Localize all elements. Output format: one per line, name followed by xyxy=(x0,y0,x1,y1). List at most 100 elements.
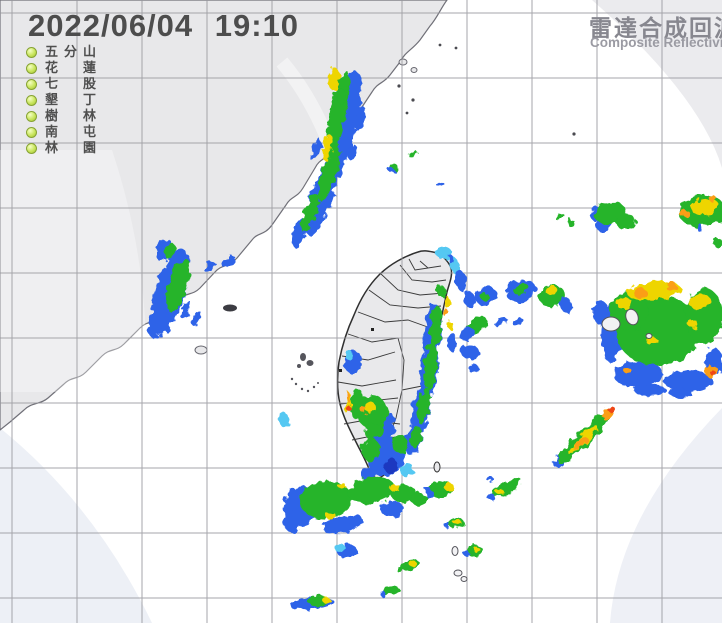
radar-station-dot-icon xyxy=(26,94,37,106)
radar-echo-cell xyxy=(559,297,573,313)
small-dark-islands xyxy=(223,43,576,312)
radar-echo-cell xyxy=(616,214,636,230)
out-of-range-shade-ne xyxy=(592,0,722,168)
range-arc-haze-west xyxy=(0,150,147,392)
radar-echo-cell xyxy=(447,333,457,351)
out-of-range-shade-se xyxy=(610,408,722,623)
radar-echo-cell xyxy=(688,320,698,328)
ishigaki-island xyxy=(625,308,639,326)
radar-echo-cell xyxy=(708,195,716,201)
radar-echo-cell xyxy=(382,586,400,596)
radar-station-dot-icon xyxy=(26,62,37,74)
radar-echo-cell xyxy=(555,213,565,221)
radar-echo-cell xyxy=(691,198,719,216)
radar-echo-cell xyxy=(388,168,394,172)
radar-echo-cell xyxy=(310,138,322,162)
radar-echo-cell xyxy=(688,293,710,309)
radar-echo-cell xyxy=(147,302,167,338)
radar-echo-cell xyxy=(469,364,479,374)
radar-echo-cell xyxy=(437,285,445,297)
radar-echo-cell xyxy=(713,239,722,247)
orchid-island xyxy=(453,569,463,577)
radar-echo-cell xyxy=(512,477,522,487)
radar-echo-cell xyxy=(362,438,380,462)
radar-echo-cell xyxy=(634,384,666,396)
radar-echo-cell xyxy=(410,426,422,448)
radar-echo-cell xyxy=(181,300,191,320)
penghu-islands xyxy=(290,353,319,393)
radar-echo-cell xyxy=(327,68,341,90)
radar-echo-cell xyxy=(290,601,302,609)
radar-echo-cell xyxy=(486,476,494,482)
radar-echo-cell xyxy=(336,89,346,103)
radar-echo-cell xyxy=(347,476,395,504)
radar-echo-cell xyxy=(203,261,217,273)
radar-echo-cell xyxy=(444,522,450,528)
radar-echo-cell xyxy=(379,590,385,596)
radar-echo-cell xyxy=(608,407,616,413)
radar-echo-cell xyxy=(710,370,716,376)
title-zh: 雷達合成回波 xyxy=(589,15,722,41)
radar-echo-cell xyxy=(347,515,363,525)
radar-echo-cell xyxy=(380,501,404,517)
radar-echo-cell xyxy=(335,543,345,553)
radar-echo-cell xyxy=(429,306,443,346)
radar-echo-cell xyxy=(392,435,408,453)
radar-echo-cell xyxy=(481,293,489,301)
station-item: 南屯 xyxy=(26,124,102,140)
radar-echo-cell xyxy=(400,463,414,477)
radar-echo-cell xyxy=(461,345,479,359)
radar-echo-cell xyxy=(616,297,632,309)
radar-echo-cell xyxy=(454,270,468,292)
radar-echo-cell xyxy=(384,458,398,474)
radar-echo-cell xyxy=(326,512,336,520)
radar-echo-cell xyxy=(279,413,289,427)
radar-echo-cell xyxy=(191,310,201,326)
radar-echo-cell xyxy=(459,327,475,341)
radar-echo-cell xyxy=(604,342,616,362)
coastal-islets xyxy=(194,58,418,355)
station-item: 五分山 xyxy=(26,44,102,60)
radar-echo-cell xyxy=(345,350,353,360)
radar-echo-cell xyxy=(444,483,454,491)
radar-echo-cell xyxy=(453,519,461,525)
radar-echo-cell xyxy=(513,282,529,296)
radar-echo-cell xyxy=(545,285,557,295)
radar-station-dot-icon xyxy=(26,78,37,90)
radar-echo-cell xyxy=(669,388,691,398)
radar-echo-cell xyxy=(321,134,333,160)
radar-echo-cell xyxy=(300,480,352,520)
radar-station-dot-icon xyxy=(26,46,37,58)
radar-echo-cell xyxy=(696,225,704,231)
radar-echo-cell xyxy=(347,144,357,160)
radar-echo-cell xyxy=(633,288,647,298)
radar-echo-cell xyxy=(221,256,237,268)
radar-echo-cell xyxy=(408,151,418,157)
radar-echo-cell xyxy=(322,597,330,603)
radar-echo-cell xyxy=(347,406,351,412)
title-en: Composite Reflectivity xyxy=(590,35,722,50)
radar-echo-cell xyxy=(447,321,453,329)
green-island xyxy=(451,546,459,556)
station-legend: 五分山花蓮七股墾丁樹林南屯林園 xyxy=(26,44,102,156)
radar-echo-cell xyxy=(361,406,367,414)
radar-echo-cell xyxy=(436,247,452,259)
radar-echo-cell xyxy=(283,510,301,532)
station-item: 花蓮 xyxy=(26,60,102,76)
radar-echo-cell xyxy=(425,488,433,498)
radar-station-dot-icon xyxy=(26,126,37,138)
radar-echo-cell xyxy=(572,436,588,450)
radar-echo-cell xyxy=(664,370,712,392)
station-item: 墾丁 xyxy=(26,92,102,108)
radar-echo-cell xyxy=(409,561,417,567)
radar-echo-cell xyxy=(665,282,677,290)
radar-station-dot-icon xyxy=(26,142,37,154)
radar-echo-cell xyxy=(463,291,477,309)
station-item: 樹林 xyxy=(26,108,102,124)
station-item: 七股 xyxy=(26,76,102,92)
radar-echo-cell xyxy=(346,392,350,402)
radar-echo-cell xyxy=(463,550,469,556)
radar-echo-cell xyxy=(410,493,428,505)
radar-echo-cell xyxy=(512,318,524,326)
